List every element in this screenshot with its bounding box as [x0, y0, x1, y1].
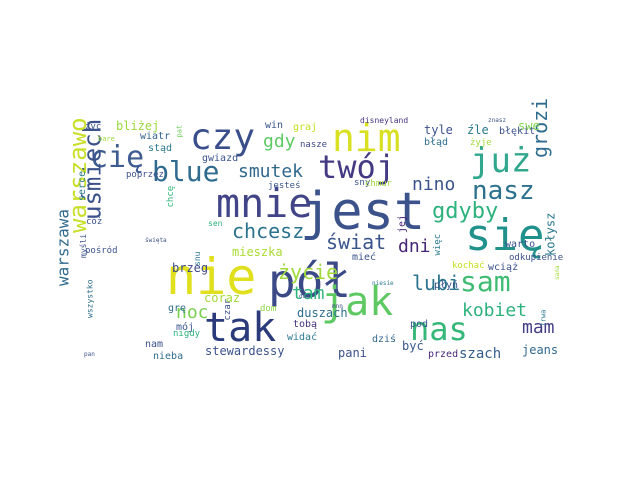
- word: kołysz: [543, 212, 558, 256]
- word: lubi: [412, 271, 461, 295]
- word: pośród: [85, 246, 118, 256]
- word: wciąż: [488, 262, 519, 273]
- word: widać: [287, 332, 318, 343]
- word: chmur: [365, 179, 393, 189]
- word: pod: [410, 319, 429, 330]
- word: nas: [410, 310, 468, 348]
- word: nie: [166, 248, 257, 306]
- word: nieba: [153, 351, 184, 362]
- word: swe: [518, 119, 540, 133]
- word: grę: [168, 303, 187, 314]
- word: dom: [260, 304, 277, 314]
- word: mam: [522, 317, 555, 338]
- word: brzeg: [172, 261, 209, 275]
- word: mnn: [332, 303, 343, 310]
- word: disneyland: [360, 116, 409, 125]
- word: gdy: [263, 131, 296, 152]
- word: czar: [223, 298, 234, 321]
- word: czy: [190, 117, 256, 158]
- word: kochać: [452, 261, 485, 271]
- word: smutek: [238, 161, 304, 182]
- word: bliżej: [116, 119, 160, 133]
- word: sana: [553, 265, 561, 280]
- word: życ: [85, 122, 102, 132]
- word: tam: [292, 283, 325, 304]
- word: nigdy: [173, 329, 201, 339]
- word: tak: [204, 305, 277, 351]
- word: szach: [459, 346, 502, 362]
- word: chcesz: [232, 219, 305, 243]
- word: coraz: [204, 291, 241, 305]
- word: jak: [321, 279, 394, 325]
- word: stewardessy: [205, 344, 285, 358]
- word: tyle: [424, 123, 453, 137]
- word: błąd: [424, 137, 449, 148]
- word: mnie: [216, 181, 313, 227]
- word: mieszka: [232, 245, 283, 259]
- word: serce: [76, 170, 88, 201]
- word: gdyby: [432, 199, 499, 224]
- word: dan: [299, 293, 310, 300]
- word: znasz: [488, 117, 507, 124]
- word: nim: [332, 116, 401, 160]
- word: cię: [90, 140, 145, 175]
- word: przed: [428, 349, 459, 360]
- word: myśli: [78, 233, 88, 258]
- word: cóż: [86, 217, 103, 227]
- word: wszystko: [85, 279, 95, 318]
- word: jest: [300, 182, 426, 242]
- word: graj: [293, 122, 318, 133]
- word: być: [402, 339, 424, 353]
- word: płyń: [434, 280, 459, 291]
- word: duszach: [297, 306, 348, 320]
- word: poprzez: [126, 170, 164, 180]
- word: źle: [467, 123, 489, 137]
- word: odkupienie: [509, 253, 564, 263]
- word: mieć: [352, 252, 377, 263]
- word: twój: [318, 148, 396, 186]
- word: noc: [176, 302, 209, 323]
- word: tobą: [293, 319, 318, 330]
- word: trwa: [539, 309, 548, 327]
- word: win: [265, 120, 284, 131]
- word: święta: [145, 237, 167, 244]
- word: nasz: [472, 176, 535, 206]
- word: pani: [338, 346, 367, 360]
- word: pół: [268, 254, 352, 308]
- word: sen: [208, 219, 223, 228]
- word: chcę: [166, 185, 177, 208]
- word: sny: [354, 178, 371, 188]
- word: blue: [152, 155, 220, 188]
- word: żyje: [470, 138, 492, 148]
- word: nino: [412, 174, 456, 195]
- word: bare: [98, 135, 115, 143]
- word: warszawa: [53, 208, 73, 286]
- word: się: [465, 210, 545, 261]
- word: świat: [326, 230, 387, 254]
- word: więc: [433, 233, 444, 256]
- word: pan: [84, 351, 95, 358]
- word: kobiet: [462, 300, 528, 321]
- word: błękit: [499, 126, 536, 137]
- word: jeans: [522, 343, 559, 357]
- word: jesteś: [268, 181, 301, 191]
- word: gwiazd: [202, 153, 239, 164]
- word: już: [470, 141, 532, 181]
- word: życie: [278, 260, 339, 284]
- word: stąd: [148, 143, 173, 154]
- word: wiatr: [140, 131, 171, 142]
- word: pat: [175, 124, 184, 138]
- word: jej: [396, 214, 408, 233]
- word: dziś: [372, 334, 397, 345]
- word: warto: [505, 239, 536, 250]
- word: snu: [192, 251, 202, 266]
- word: mój: [176, 322, 195, 333]
- word: niesie: [372, 280, 394, 287]
- word: sam: [460, 265, 511, 298]
- word: dni: [398, 236, 431, 257]
- word: nam: [145, 339, 164, 350]
- word: nasze: [300, 140, 328, 150]
